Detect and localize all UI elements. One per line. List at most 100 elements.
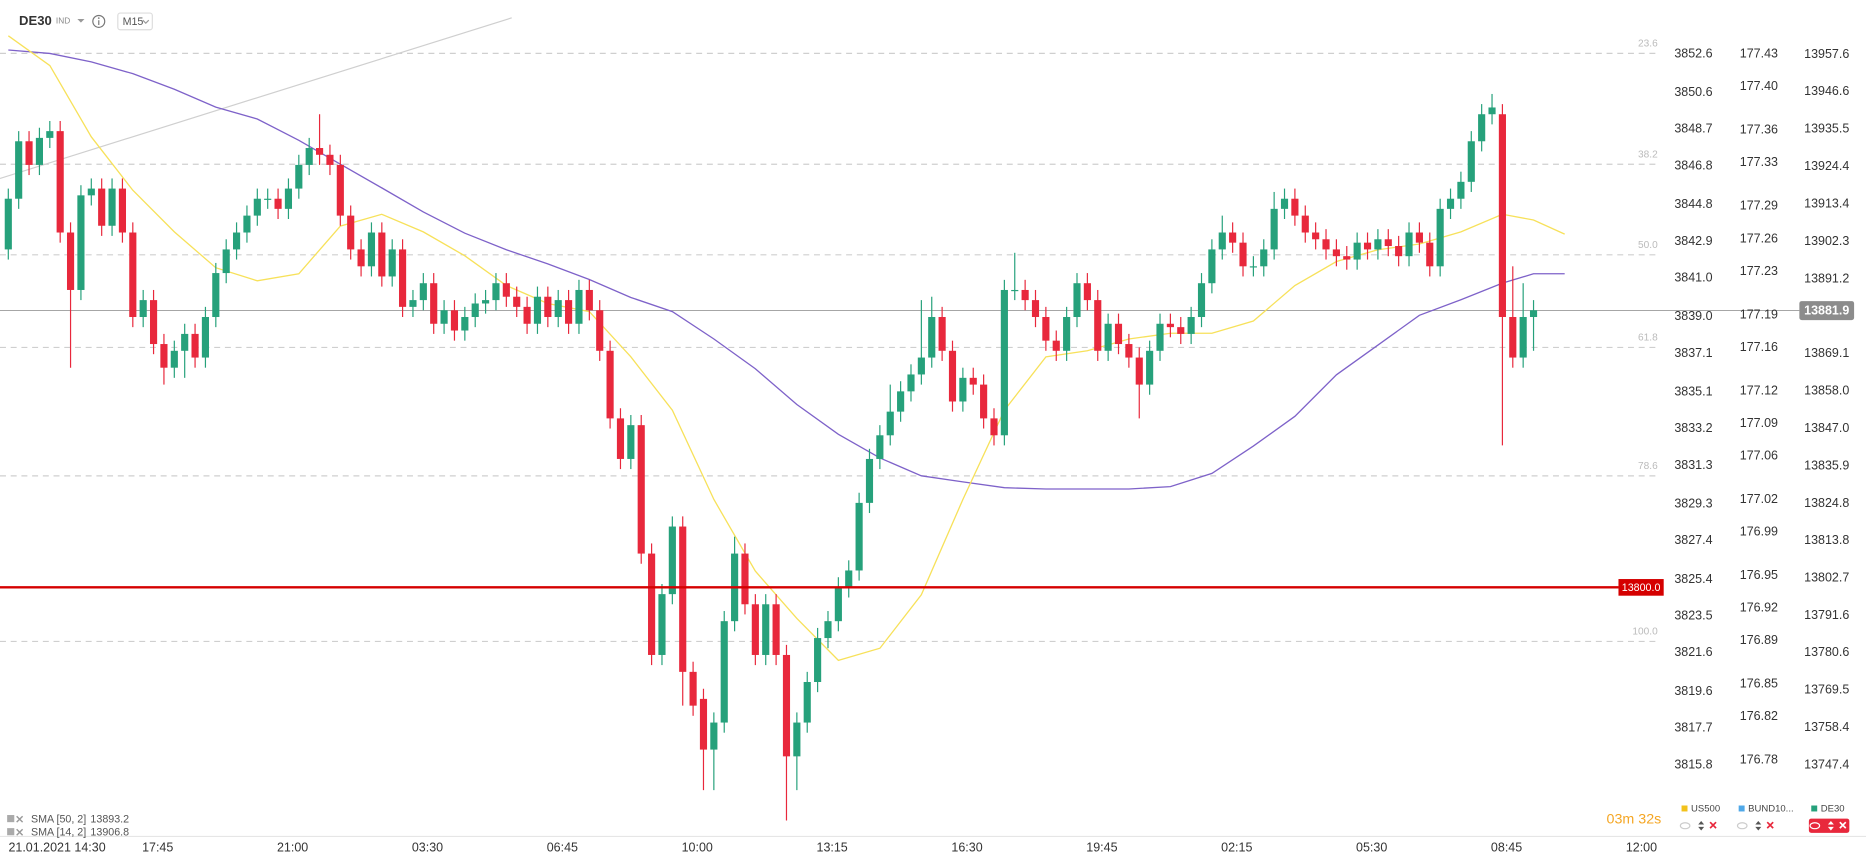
candle-body	[336, 164, 344, 216]
instrument-eye[interactable]	[1679, 822, 1691, 830]
candle-body	[513, 296, 521, 307]
y2-tick-label: 3837.1	[1674, 346, 1712, 360]
y-tick-label: 13791.6	[1804, 608, 1849, 622]
candle-body	[990, 418, 998, 436]
candle-body	[46, 131, 54, 138]
y-tick-label: 13747.4	[1804, 757, 1849, 771]
instrument-eye[interactable]	[1809, 822, 1821, 830]
symbol-caret[interactable]	[77, 19, 85, 23]
instrument-remove[interactable]	[1709, 821, 1717, 829]
candle-body	[834, 587, 842, 622]
instrument-swatch	[1738, 805, 1745, 812]
info-icon[interactable]	[92, 14, 106, 28]
candle-body	[264, 198, 272, 200]
y3-tick-label: 176.85	[1740, 677, 1778, 691]
candle-body	[627, 425, 635, 459]
instrument-arrows[interactable]	[1698, 820, 1705, 831]
candle-body	[1031, 300, 1040, 318]
countdown: 03m 32s	[1607, 812, 1662, 828]
y3-tick-label: 177.29	[1740, 199, 1778, 213]
timeframe-caret	[142, 19, 150, 25]
candle-body	[1063, 317, 1071, 351]
candle-body	[1011, 289, 1019, 292]
y-tick-label: 13946.6	[1804, 84, 1849, 98]
candle-body	[399, 249, 407, 307]
x-tick-label: 10:00	[682, 841, 713, 855]
y3-tick-label: 176.95	[1740, 568, 1778, 582]
candle-body	[523, 306, 531, 324]
candle-body	[699, 698, 708, 750]
y2-tick-label: 3831.3	[1674, 458, 1712, 472]
candle-body	[305, 148, 313, 165]
y-tick-label: 13769.5	[1804, 683, 1849, 697]
candle-body	[212, 273, 220, 318]
candle-body	[1395, 246, 1403, 257]
y-tick-label: 13813.8	[1804, 533, 1849, 547]
candle-body	[969, 377, 977, 385]
y2-tick-label: 3829.3	[1674, 496, 1712, 510]
candle-body	[782, 654, 791, 757]
candle-body	[554, 300, 562, 318]
candle-body	[66, 232, 75, 290]
instrument-eye[interactable]	[1736, 822, 1748, 830]
candle-body	[544, 296, 552, 318]
y3-tick-label: 176.89	[1740, 633, 1778, 647]
candle-body	[1498, 114, 1506, 318]
fib-label: 38.2	[1638, 149, 1658, 160]
timeframe[interactable]: M15	[123, 16, 144, 28]
candle-body	[928, 317, 936, 358]
y-tick-label: 13858.0	[1804, 384, 1849, 398]
candle-body	[326, 154, 334, 165]
y2-tick-label: 3842.9	[1674, 234, 1712, 248]
candle-body	[1488, 107, 1496, 115]
candle-body	[502, 283, 510, 297]
y3-tick-label: 177.23	[1740, 264, 1778, 278]
candle-body	[378, 232, 386, 277]
y3-tick-label: 177.19	[1740, 307, 1778, 321]
candle-body	[295, 164, 303, 189]
candle-body	[357, 249, 365, 267]
y-tick-label: 13847.0	[1804, 421, 1849, 435]
y3-tick-label: 176.78	[1740, 753, 1778, 767]
y2-tick-label: 3841.0	[1674, 270, 1712, 284]
candle-body	[865, 458, 874, 503]
candle-body	[897, 391, 905, 412]
candle-body	[1229, 232, 1237, 243]
instrument-arrows[interactable]	[1755, 820, 1762, 831]
instrument-remove[interactable]	[1766, 821, 1774, 829]
legend-remove[interactable]	[16, 815, 24, 823]
y3-tick-label: 176.82	[1740, 709, 1778, 723]
legend-icon	[7, 828, 15, 836]
candle-body	[1519, 317, 1527, 358]
y3-tick-label: 176.99	[1740, 525, 1778, 539]
candle-body	[1260, 249, 1268, 267]
legend-remove[interactable]	[16, 828, 24, 836]
candle-body	[1446, 198, 1455, 209]
candle-body	[1270, 208, 1278, 250]
candle-body	[367, 232, 376, 267]
candle-body	[1322, 239, 1330, 250]
candle-body	[1125, 344, 1133, 358]
instrument-arrows[interactable]	[1827, 820, 1834, 831]
instrument-swatch	[1681, 805, 1688, 812]
candle-body	[959, 377, 967, 402]
y3-tick-label: 177.36	[1740, 123, 1778, 137]
candle-body	[751, 604, 759, 655]
candle-body	[658, 594, 666, 655]
x-tick-label: 06:45	[547, 841, 578, 855]
candle-body	[1052, 340, 1060, 351]
candle-body	[648, 553, 656, 655]
y3-tick-label: 177.26	[1740, 231, 1778, 245]
x-tick-label: 05:30	[1356, 841, 1387, 855]
plot: 23.6 38.2 50.0 61.8 78.6 100.0	[0, 35, 1800, 821]
price-tag	[1799, 301, 1855, 321]
instrument-remove[interactable]	[1839, 821, 1847, 829]
candle-body	[1218, 232, 1226, 250]
y2-tick-label: 3815.8	[1674, 757, 1712, 771]
candle-body	[492, 283, 500, 301]
y-tick-label: 13924.4	[1804, 159, 1849, 173]
instrument-name: US500	[1691, 804, 1720, 815]
y2-tick-label: 3839.0	[1674, 309, 1712, 323]
timeframe-box[interactable]	[117, 12, 153, 31]
